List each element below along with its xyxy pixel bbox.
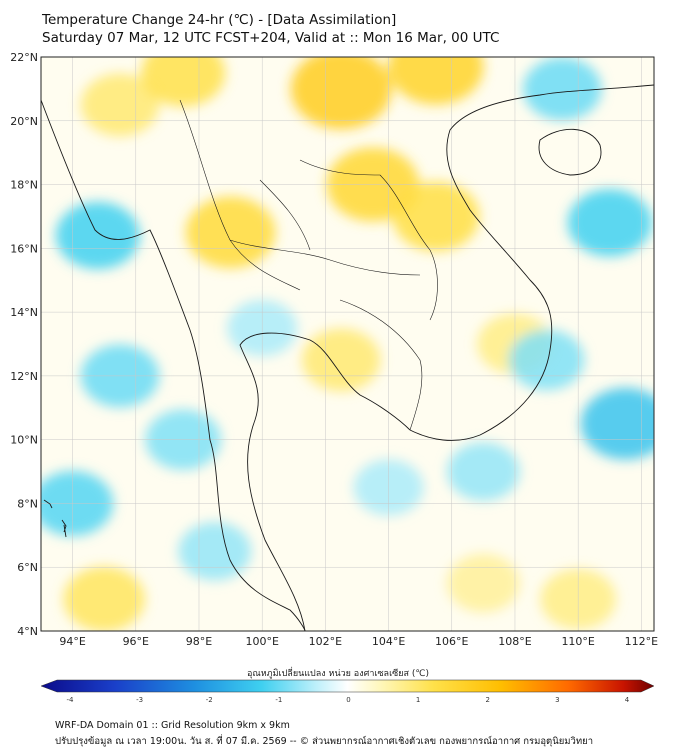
lon-tick-label: 108°E bbox=[498, 635, 531, 648]
lat-tick-label: 12°N bbox=[10, 370, 38, 383]
colorbar-tick-label: -2 bbox=[206, 696, 213, 704]
anomaly-blob bbox=[392, 181, 480, 252]
footer-update-info: ปรับปรุงข้อมูล ณ เวลา 19:00น. วัน ส. ที่… bbox=[55, 736, 594, 747]
lon-tick-label: 98°E bbox=[186, 635, 212, 648]
lon-tick-label: 112°E bbox=[625, 635, 658, 648]
lon-tick-label: 102°E bbox=[309, 635, 342, 648]
footer-model-info: WRF-DA Domain 01 :: Grid Resolution 9km … bbox=[55, 720, 290, 731]
hainan-island bbox=[538, 128, 602, 176]
anomaly-blob bbox=[178, 522, 252, 581]
lat-tick-label: 4°N bbox=[17, 625, 38, 638]
anomaly-blob bbox=[55, 201, 140, 270]
anomaly-blob bbox=[446, 554, 520, 613]
colorbar-tick-label: -1 bbox=[275, 696, 282, 704]
anomaly-blob bbox=[290, 57, 392, 130]
colorbar-tick-label: 1 bbox=[416, 696, 420, 704]
lat-tick-label: 14°N bbox=[10, 306, 38, 319]
colorbar-tick-label: 2 bbox=[486, 696, 490, 704]
chart-title: Temperature Change 24-hr (℃) - [Data Ass… bbox=[42, 12, 397, 28]
lat-tick-label: 22°N bbox=[10, 51, 38, 64]
anomaly-blob bbox=[523, 57, 602, 121]
lon-tick-label: 94°E bbox=[59, 635, 85, 648]
lat-tick-label: 20°N bbox=[10, 115, 38, 128]
colorbar-tick-label: -3 bbox=[136, 696, 143, 704]
coastline-west bbox=[41, 99, 306, 631]
lat-tick-label: 10°N bbox=[10, 434, 38, 447]
lat-tick-label: 6°N bbox=[17, 561, 38, 574]
lat-tick-label: 18°N bbox=[10, 179, 38, 192]
colorbar-tick-label: -4 bbox=[67, 696, 75, 704]
internal-borders bbox=[179, 99, 438, 431]
anomaly-blob bbox=[141, 57, 226, 107]
anomaly-blob bbox=[567, 189, 652, 257]
colorbar-tick-label: 4 bbox=[625, 696, 630, 704]
lat-tick-label: 8°N bbox=[17, 497, 38, 510]
anomaly-blob bbox=[185, 196, 276, 269]
andaman-islands bbox=[43, 499, 67, 538]
lon-tick-label: 100°E bbox=[245, 635, 278, 648]
lon-tick-label: 106°E bbox=[435, 635, 468, 648]
anomaly-blob bbox=[388, 57, 484, 105]
lon-tick-label: 110°E bbox=[561, 635, 594, 648]
colorbar-tick-label: 3 bbox=[555, 696, 559, 704]
colorbar-tick-label: 0 bbox=[346, 696, 350, 704]
anomaly-blob bbox=[446, 442, 520, 501]
colorbar-label: อุณหภูมิเปลี่ยนแปลง หน่วย องศาเซลเซียส (… bbox=[246, 669, 430, 679]
chart-subtitle: Saturday 07 Mar, 12 UTC FCST+204, Valid … bbox=[42, 30, 500, 46]
map-frame bbox=[40, 56, 655, 632]
colorbar bbox=[40, 679, 655, 693]
anomaly-blob bbox=[80, 73, 160, 137]
anomaly-blob bbox=[301, 328, 381, 392]
lon-tick-label: 96°E bbox=[123, 635, 149, 648]
lon-tick-label: 104°E bbox=[372, 635, 405, 648]
anomaly-blob bbox=[63, 566, 145, 631]
anomaly-blob bbox=[580, 387, 654, 460]
coastline-gulf bbox=[239, 332, 411, 631]
lat-tick-label: 16°N bbox=[10, 242, 38, 255]
coastline-indochina bbox=[409, 84, 654, 441]
anomaly-blob bbox=[508, 329, 585, 391]
